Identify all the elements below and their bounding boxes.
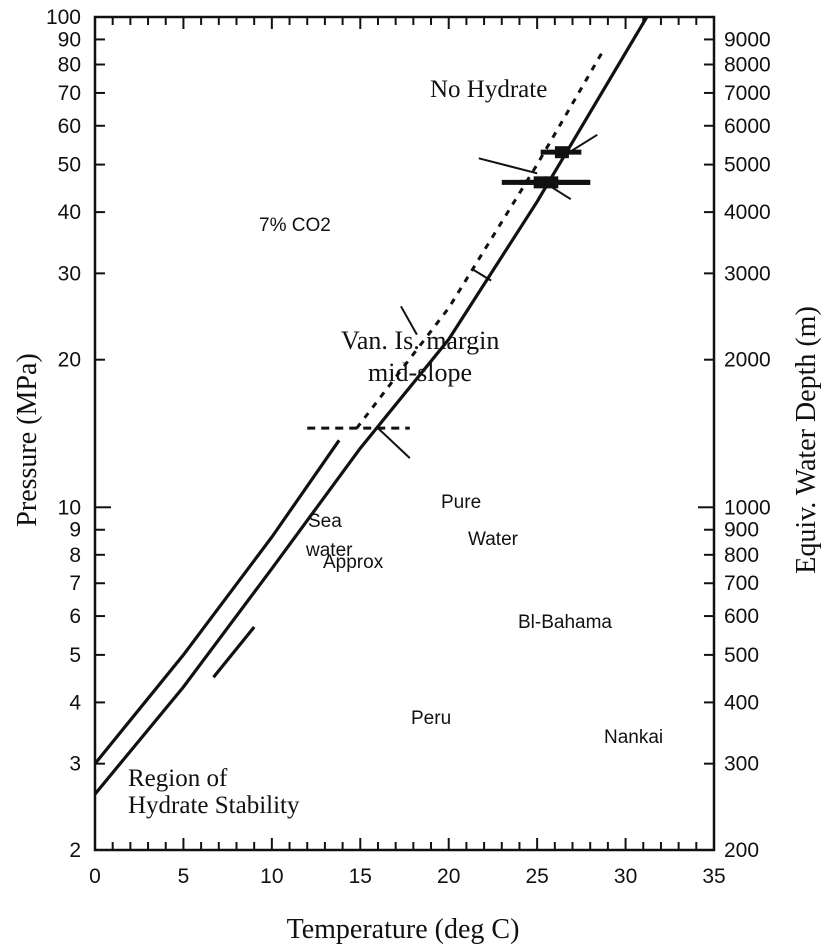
marks-layer <box>307 133 598 459</box>
y-tick-label: 7 <box>69 572 81 595</box>
peru-label: Peru <box>411 708 451 729</box>
y-tick-label: 5 <box>69 644 81 667</box>
y-axis-title: Pressure (MPa) <box>12 353 43 526</box>
y-tick-label: 20 <box>58 349 81 372</box>
x-tick-label: 10 <box>260 865 283 888</box>
approx-curve <box>355 50 604 430</box>
y2-tick-label: 300 <box>724 753 759 776</box>
van-label-line1: Van. Is. margin <box>341 326 499 355</box>
sea-water-leader-line <box>400 305 418 336</box>
y2-tick-label: 1000 <box>724 496 771 519</box>
7-co2-curve <box>212 625 256 679</box>
axes-layer <box>93 15 716 852</box>
y2-tick-label: 900 <box>724 519 759 542</box>
bahama-label: Bl-Bahama <box>518 612 612 633</box>
ticks-layer: 0 5 10 15 20 25 30 3523456789102030405060708090… <box>46 6 771 888</box>
nankai-marker <box>554 146 569 159</box>
y2-tick-label: 2000 <box>724 349 771 372</box>
y-tick-label: 2 <box>69 839 81 862</box>
co2-label: 7% CO2 <box>259 215 331 236</box>
x-axis-title: Temperature (deg C) <box>287 914 520 945</box>
y2-tick-label: 5000 <box>724 154 771 177</box>
y2-tick-label: 600 <box>724 605 759 628</box>
sea-water-curve <box>93 439 341 765</box>
nankai-leader-line <box>571 133 598 152</box>
y2-tick-label: 500 <box>724 644 759 667</box>
y-tick-label: 10 <box>58 496 81 519</box>
y2-tick-label: 700 <box>724 572 759 595</box>
x-tick-label: 5 <box>178 865 190 888</box>
x-tick-label: 20 <box>437 865 460 888</box>
y-tick-label: 9 <box>69 519 81 542</box>
sea-water-label: water <box>305 540 353 561</box>
pure-water-curve <box>93 16 649 796</box>
y-tick-label: 4 <box>69 691 81 714</box>
y2-tick-label: 3000 <box>724 262 771 285</box>
plot-frame <box>93 15 716 852</box>
y-tick-label: 30 <box>58 262 81 285</box>
y2-tick-label: 6000 <box>724 115 771 138</box>
nankai-label: Nankai <box>604 727 663 748</box>
x-tick-label: 25 <box>525 865 548 888</box>
pure-water-leader-line <box>472 268 492 282</box>
y2-tick-label: 8000 <box>724 54 771 77</box>
series-layer <box>93 16 649 796</box>
y2-axis-title: Equiv. Water Depth (m) <box>791 306 822 574</box>
y-tick-label: 3 <box>69 753 81 776</box>
van-leader-line <box>377 427 411 459</box>
peru-leader-line <box>478 157 538 175</box>
x-tick-label: 0 <box>89 865 101 888</box>
y-tick-label: 70 <box>58 82 81 105</box>
y-tick-label: 8 <box>69 544 81 567</box>
sea-label: Sea <box>308 511 342 532</box>
y2-tick-label: 200 <box>724 839 759 862</box>
x-tick-label: 30 <box>614 865 637 888</box>
y2-tick-label: 400 <box>724 691 759 714</box>
y2-tick-label: 4000 <box>724 201 771 224</box>
region-label-line2: Hydrate Stability <box>128 792 300 819</box>
y-tick-label: 6 <box>69 605 81 628</box>
y-tick-label: 50 <box>58 154 81 177</box>
pure-label: Pure <box>441 492 481 513</box>
no-hydrate-label: No Hydrate <box>430 76 547 103</box>
water-label: Water <box>468 529 519 550</box>
y2-tick-label: 7000 <box>724 82 771 105</box>
y-tick-label: 90 <box>58 28 81 51</box>
van-label-line2: mid-slope <box>368 358 472 387</box>
y2-tick-label: 9000 <box>724 28 771 51</box>
y2-tick-label: 800 <box>724 544 759 567</box>
y-tick-label: 40 <box>58 201 81 224</box>
y-tick-label: 80 <box>58 54 81 77</box>
region-label-line1: Region of <box>128 765 228 792</box>
y-tick-label: 60 <box>58 115 81 138</box>
x-tick-label: 35 <box>702 865 725 888</box>
approx-label: Approx <box>323 552 384 573</box>
y-tick-label: 100 <box>46 6 81 29</box>
x-tick-label: 15 <box>349 865 372 888</box>
bahama-leader-line <box>547 183 572 201</box>
